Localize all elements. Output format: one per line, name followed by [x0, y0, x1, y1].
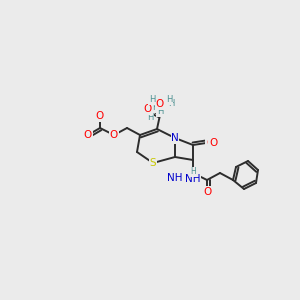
Text: O: O — [203, 187, 211, 197]
Text: O: O — [110, 130, 118, 140]
Text: O: O — [144, 104, 152, 114]
Text: O: O — [96, 111, 104, 121]
Text: N: N — [171, 133, 179, 143]
Text: O: O — [206, 138, 214, 148]
Text: O: O — [84, 130, 92, 140]
Text: H: H — [166, 95, 172, 104]
Text: S: S — [150, 158, 156, 168]
Text: S: S — [150, 158, 156, 168]
Text: H: H — [147, 112, 153, 122]
Text: N: N — [171, 133, 179, 143]
Text: H: H — [157, 107, 163, 116]
Text: O: O — [84, 130, 92, 140]
Text: H: H — [152, 103, 158, 112]
Text: O: O — [203, 187, 211, 197]
Text: H: H — [190, 167, 196, 176]
Text: O: O — [156, 99, 164, 109]
Text: NH: NH — [185, 174, 201, 184]
Text: NH: NH — [167, 173, 183, 183]
Text: H: H — [168, 100, 174, 109]
Text: H: H — [149, 95, 155, 104]
Text: O: O — [96, 111, 104, 121]
Text: O: O — [144, 104, 152, 114]
Text: O: O — [209, 138, 217, 148]
Text: O: O — [156, 99, 164, 109]
Text: O: O — [110, 130, 118, 140]
